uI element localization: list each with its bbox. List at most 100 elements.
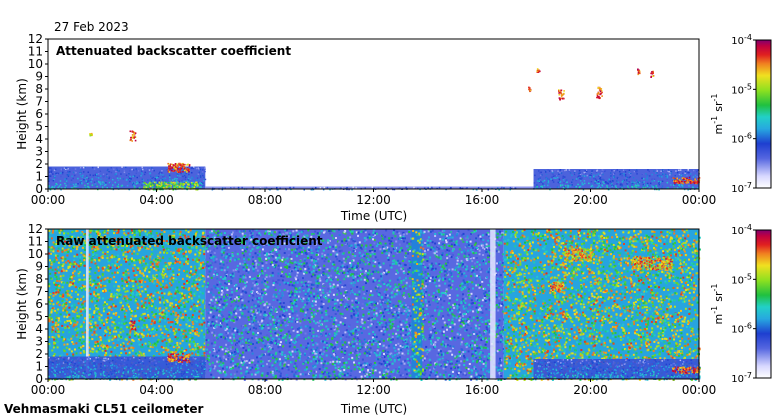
heatmap-cell bbox=[557, 181, 560, 184]
cloud-cell bbox=[132, 135, 134, 137]
heatmap-cell bbox=[162, 239, 165, 242]
heatmap-cell bbox=[80, 251, 83, 254]
heatmap-cell bbox=[653, 179, 656, 182]
heatmap-cell bbox=[69, 169, 71, 171]
heatmap-cell bbox=[105, 239, 108, 242]
heatmap-cell bbox=[59, 229, 62, 232]
heatmap-cell bbox=[131, 296, 134, 298]
heatmap-cell bbox=[124, 338, 127, 341]
heatmap-cell bbox=[485, 244, 488, 247]
cloud-cell bbox=[599, 90, 602, 92]
heatmap-cell bbox=[155, 344, 157, 347]
heatmap-cell bbox=[312, 188, 315, 191]
heatmap-cell bbox=[74, 262, 77, 265]
heatmap-cell bbox=[75, 248, 78, 251]
heatmap-cell bbox=[93, 331, 96, 334]
heatmap-cell bbox=[158, 312, 161, 315]
heatmap-cell bbox=[142, 274, 145, 277]
heatmap-cell bbox=[330, 355, 333, 358]
heatmap-cell bbox=[117, 286, 120, 289]
cloud-cell bbox=[131, 137, 134, 139]
heatmap-cell bbox=[52, 247, 55, 250]
heatmap-cell bbox=[144, 171, 146, 174]
heatmap-cell bbox=[143, 323, 146, 326]
cloud-cell bbox=[134, 132, 137, 134]
heatmap-cell bbox=[60, 187, 63, 189]
heatmap-cell bbox=[573, 186, 576, 188]
heatmap-cell bbox=[196, 283, 199, 285]
heatmap-cell bbox=[79, 182, 82, 185]
heatmap-cell bbox=[199, 308, 202, 311]
heatmap-cell bbox=[122, 178, 124, 180]
heatmap-cell bbox=[121, 306, 124, 309]
heatmap-cell bbox=[135, 332, 138, 335]
heatmap-cell bbox=[98, 312, 101, 315]
heatmap-cell bbox=[87, 234, 90, 237]
aerosol-cell bbox=[180, 182, 182, 185]
heatmap-cell bbox=[54, 229, 57, 232]
heatmap-cell bbox=[657, 176, 659, 179]
heatmap-cell bbox=[221, 188, 224, 191]
heatmap-cell bbox=[81, 176, 84, 179]
heatmap-cell bbox=[98, 282, 101, 285]
heatmap-cell bbox=[458, 244, 461, 247]
heatmap-cell bbox=[159, 259, 162, 262]
heatmap-cell bbox=[697, 187, 699, 189]
heatmap-cell bbox=[578, 174, 580, 177]
heatmap-cell bbox=[77, 274, 80, 277]
heatmap-cell bbox=[688, 174, 690, 177]
heatmap-cell bbox=[91, 242, 94, 245]
heatmap-cell bbox=[333, 328, 336, 331]
heatmap-cell bbox=[202, 348, 205, 351]
heatmap-cell bbox=[135, 231, 138, 234]
heatmap-cell bbox=[170, 350, 172, 353]
cloud-cell bbox=[688, 179, 690, 181]
aerosol-cell bbox=[153, 181, 156, 184]
heatmap-cell bbox=[144, 288, 147, 291]
heatmap-cell bbox=[175, 179, 178, 182]
heatmap-cell bbox=[135, 293, 138, 296]
heatmap-cell bbox=[118, 288, 121, 291]
heatmap-cell bbox=[276, 186, 278, 189]
heatmap-cell bbox=[458, 315, 461, 318]
heatmap-cell bbox=[611, 169, 613, 172]
heatmap-cell bbox=[58, 238, 61, 241]
heatmap-cell bbox=[194, 291, 197, 294]
heatmap-cell bbox=[176, 305, 179, 307]
heatmap-cell bbox=[189, 348, 192, 351]
heatmap-cell bbox=[136, 180, 138, 183]
heatmap-cell bbox=[55, 338, 58, 341]
heatmap-cell bbox=[287, 366, 290, 369]
heatmap-cell bbox=[400, 280, 403, 282]
heatmap-cell bbox=[89, 293, 92, 296]
heatmap-cell bbox=[182, 286, 185, 289]
heatmap-cell bbox=[163, 265, 166, 267]
heatmap-cell bbox=[457, 360, 460, 363]
heatmap-cell bbox=[123, 232, 126, 235]
heatmap-cell bbox=[79, 336, 82, 339]
heatmap-cell bbox=[171, 254, 174, 257]
heatmap-cell bbox=[139, 338, 142, 341]
heatmap-cell bbox=[329, 319, 332, 322]
heatmap-cell bbox=[91, 313, 93, 316]
heatmap-cell bbox=[108, 259, 111, 262]
heatmap-cell bbox=[96, 315, 99, 318]
heatmap-cell bbox=[427, 187, 429, 189]
heatmap-cell bbox=[191, 336, 194, 339]
heatmap-cell bbox=[68, 265, 71, 268]
heatmap-cell bbox=[362, 187, 365, 189]
heatmap-cell bbox=[158, 291, 160, 294]
heatmap-cell bbox=[481, 352, 484, 355]
heatmap-cell bbox=[681, 184, 684, 187]
heatmap-cell bbox=[447, 350, 450, 353]
heatmap-cell bbox=[560, 184, 562, 186]
raw-backscatter-heatmap bbox=[48, 229, 701, 381]
heatmap-cell bbox=[65, 167, 67, 169]
heatmap-cell bbox=[203, 179, 205, 182]
heatmap-cell bbox=[149, 334, 152, 337]
y-tick-label: 6 bbox=[35, 107, 43, 121]
heatmap-cell bbox=[167, 248, 170, 251]
heatmap-cell bbox=[144, 291, 147, 294]
heatmap-cell bbox=[150, 331, 152, 334]
heatmap-cell bbox=[103, 174, 106, 176]
